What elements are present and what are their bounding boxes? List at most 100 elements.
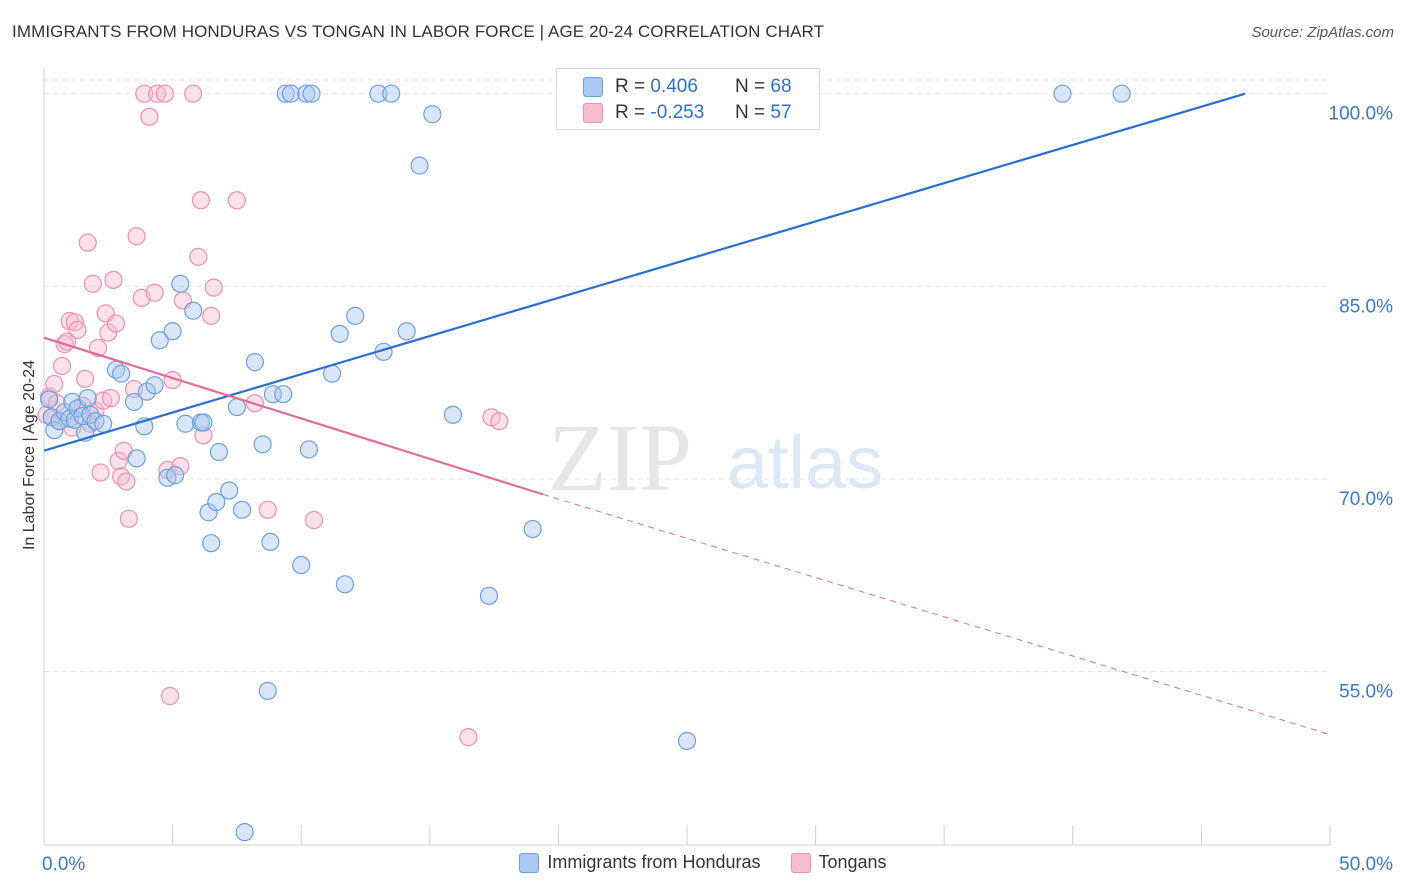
honduras-point: [124, 392, 144, 412]
honduras-point: [45, 421, 64, 440]
tongans-point: [160, 686, 180, 706]
tongans-point: [91, 463, 110, 482]
n-label: N =: [735, 102, 766, 123]
series-legend: Immigrants from Honduras Tongans: [0, 852, 1406, 873]
honduras-point: [335, 575, 355, 594]
r-label: R =: [615, 76, 646, 97]
tongans-trend-line: [43, 336, 544, 496]
honduras-point: [297, 84, 316, 103]
tongans-point: [227, 191, 246, 210]
legend-item-tongans[interactable]: Tongans: [790, 852, 887, 873]
honduras-point: [163, 322, 182, 341]
r-label: R =: [615, 102, 646, 123]
honduras-point: [274, 385, 293, 404]
tongans-trend-extension: [542, 493, 1331, 736]
honduras-point: [220, 481, 239, 500]
honduras-point: [443, 405, 463, 424]
honduras-point: [423, 105, 442, 124]
honduras-point: [207, 492, 226, 512]
source-credit: Source: ZipAtlas.com: [1251, 24, 1394, 41]
honduras-point: [258, 681, 277, 700]
tongans-point: [109, 451, 128, 471]
tongans-point: [101, 388, 120, 408]
legend-label-tongans: Tongans: [818, 852, 887, 872]
r-value-honduras: 0.406: [650, 76, 698, 97]
watermark-atlas: atlas: [727, 421, 883, 504]
honduras-legend-swatch: [519, 852, 540, 873]
x-tick-label: 50.0%: [1339, 854, 1393, 875]
tongans-point: [304, 510, 324, 530]
tongans-point: [155, 84, 174, 103]
honduras-point: [369, 84, 388, 103]
tongans-point: [135, 84, 154, 103]
tongans-point: [202, 306, 221, 325]
honduras-point: [677, 731, 697, 751]
r-value-tongans: -0.253: [650, 102, 705, 123]
tongans-point: [191, 191, 210, 210]
legend-item-honduras[interactable]: Immigrants from Honduras: [519, 852, 761, 873]
tongans-point: [45, 374, 64, 394]
grid-lines: [44, 79, 1330, 673]
honduras-point: [235, 823, 254, 842]
tongans-point: [104, 270, 123, 290]
honduras-point: [292, 555, 311, 575]
n-value-honduras: 68: [770, 76, 792, 97]
honduras-point: [281, 84, 301, 103]
honduras-point: [397, 322, 416, 341]
honduras-swatch: [583, 77, 603, 97]
tongans-point: [119, 509, 138, 528]
tongans-swatch: [583, 103, 603, 123]
honduras-point: [78, 388, 97, 408]
tongans-point: [112, 467, 131, 486]
honduras-point: [253, 435, 272, 454]
honduras-point: [232, 500, 252, 519]
honduras-point: [171, 274, 190, 293]
legend-label-honduras: Immigrants from Honduras: [547, 852, 761, 872]
honduras-point: [166, 466, 185, 485]
tongans-point: [204, 278, 223, 297]
watermark-zip: ZIP: [548, 404, 692, 511]
honduras-points: [40, 84, 1131, 842]
honduras-point: [112, 364, 131, 383]
tongans-point: [106, 314, 126, 333]
n-label: N =: [735, 76, 766, 97]
tongans-point: [52, 356, 72, 376]
honduras-point: [150, 331, 169, 350]
honduras-point: [346, 306, 365, 325]
axes: [43, 68, 1331, 846]
tongans-point: [490, 412, 509, 431]
tongans-point: [171, 457, 190, 476]
tongans-point: [127, 227, 146, 246]
honduras-point: [184, 301, 203, 320]
honduras-point: [302, 84, 321, 103]
y-tick-label: 70.0%: [1339, 489, 1393, 510]
x-tick-label: 0.0%: [42, 854, 85, 875]
y-tick-label: 55.0%: [1339, 682, 1393, 703]
honduras-point: [1112, 84, 1131, 103]
honduras-point: [299, 440, 319, 459]
tongans-point: [258, 500, 277, 519]
honduras-point: [209, 442, 228, 462]
n-value-tongans: 57: [770, 102, 792, 123]
honduras-point: [245, 353, 265, 372]
honduras-point: [94, 414, 113, 433]
honduras-point: [194, 413, 213, 432]
tongans-points: [37, 84, 509, 747]
tongans-point: [184, 84, 203, 103]
tongans-point: [459, 728, 478, 747]
tongans-point: [78, 233, 97, 252]
honduras-point: [479, 586, 499, 605]
honduras-point: [1053, 84, 1072, 103]
tongans-point: [145, 283, 164, 302]
honduras-point: [410, 156, 429, 175]
trend-lines: [43, 92, 1331, 736]
y-tick-label: 100.0%: [1329, 104, 1394, 125]
honduras-point: [523, 519, 542, 539]
chart-title: IMMIGRANTS FROM HONDURAS VS TONGAN IN LA…: [12, 22, 825, 41]
honduras-point: [50, 412, 69, 431]
tongans-point: [189, 247, 208, 266]
tick-labels: 55.0% 70.0% 85.0% 100.0% 0.0% 50.0%: [42, 104, 1393, 875]
tongans-point: [68, 320, 87, 340]
honduras-point: [176, 414, 195, 433]
